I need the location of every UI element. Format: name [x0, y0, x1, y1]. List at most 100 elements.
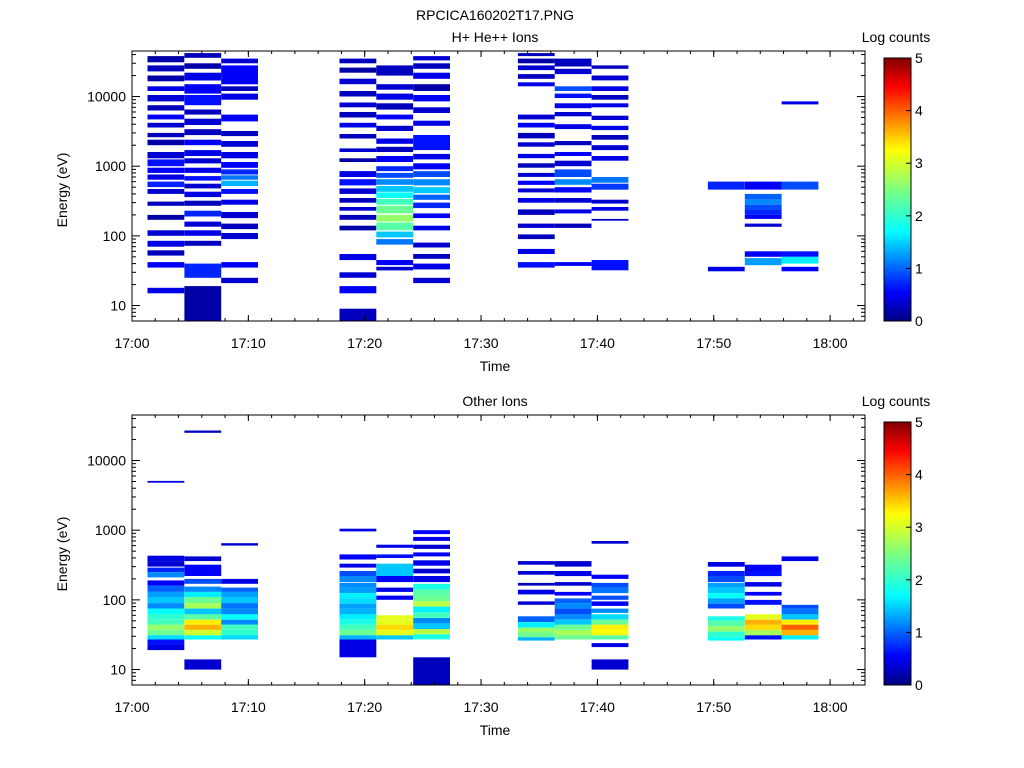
- heatmap-cell: [184, 176, 222, 181]
- heatmap-cell: [707, 582, 745, 588]
- heatmap-cell: [339, 91, 377, 97]
- heatmap-cell: [147, 603, 185, 609]
- heatmap-cell: [413, 530, 450, 535]
- heatmap-cell: [221, 262, 258, 268]
- heatmap-cell: [339, 102, 377, 108]
- heatmap-cell: [376, 125, 414, 131]
- heatmap-cell: [707, 576, 745, 583]
- heatmap-cell: [147, 630, 185, 636]
- heatmap-cell: [184, 191, 222, 198]
- heatmap-cell: [376, 554, 414, 558]
- heatmap-cell: [517, 153, 555, 159]
- colorbar-label: Log counts: [862, 29, 931, 45]
- heatmap-cell: [184, 659, 222, 670]
- heatmap-cell: [413, 254, 450, 259]
- y-tick-label: 100: [103, 592, 127, 608]
- heatmap-cell: [413, 263, 450, 270]
- heatmap-cell: [744, 564, 782, 571]
- heatmap-cell: [221, 86, 258, 91]
- heatmap-cell: [517, 571, 555, 575]
- colorbar-gradient: [883, 57, 912, 322]
- colorbar-tick-label: 3: [915, 519, 923, 535]
- heatmap-cell: [184, 221, 222, 227]
- heatmap-cell: [554, 582, 592, 586]
- heatmap-cell: [781, 604, 819, 609]
- heatmap-cell: [554, 68, 592, 75]
- heatmap-cell: [591, 135, 629, 140]
- y-tick-label: 10: [110, 662, 126, 678]
- x-tick-label: 17:30: [464, 335, 499, 351]
- heatmap-cell: [376, 587, 414, 592]
- heatmap-cell: [591, 156, 629, 161]
- heatmap-cell: [339, 587, 377, 594]
- heatmap-cell: [781, 266, 819, 272]
- heatmap-cell: [413, 568, 450, 574]
- heatmap-cell: [221, 587, 258, 592]
- heatmap-cell: [376, 186, 414, 192]
- heatmap-cell: [184, 635, 222, 640]
- figure-title: RPCICA160202T17.PNG: [416, 7, 574, 23]
- heatmap-cell: [147, 644, 185, 651]
- heatmap-cell: [184, 200, 222, 206]
- heatmap-cell: [147, 287, 185, 294]
- heatmap-cell: [413, 589, 450, 596]
- heatmap-cell: [376, 624, 414, 630]
- heatmap-cell: [517, 632, 555, 638]
- heatmap-cell: [554, 124, 592, 130]
- colorbar-tick-label: 5: [915, 414, 923, 430]
- heatmap-cell: [376, 65, 414, 76]
- heatmap-cell: [184, 240, 222, 246]
- heatmap-cell: [554, 160, 592, 167]
- other-ions-panel: Other Ions Log counts Time Energy (eV) 1…: [54, 393, 930, 738]
- heatmap-cell: [413, 560, 450, 566]
- heatmap-cell: [339, 272, 377, 278]
- heatmap-cell: [744, 193, 782, 200]
- heatmap-cell: [339, 639, 377, 658]
- heatmap-cell: [591, 125, 629, 131]
- heatmap-cell: [554, 591, 592, 596]
- heatmap-cell: [376, 266, 414, 271]
- x-tick-label: 18:00: [813, 335, 848, 351]
- heatmap-cell: [147, 624, 185, 630]
- heatmap-cell: [221, 162, 258, 168]
- heatmap-cell: [339, 286, 377, 294]
- heatmap-cell: [554, 630, 592, 636]
- heatmap-cell: [707, 181, 745, 190]
- heatmap-cell: [147, 95, 185, 102]
- heatmap-cell: [744, 591, 782, 596]
- heatmap-cell: [517, 262, 555, 268]
- colorbar-tick-label: 0: [915, 677, 923, 693]
- heatmap-cell: [554, 141, 592, 146]
- heatmap-cell: [781, 181, 819, 190]
- heatmap-cell: [591, 595, 629, 600]
- heatmap-cell: [413, 601, 450, 607]
- heatmap-cell: [339, 67, 377, 73]
- heatmap-cell: [147, 56, 185, 63]
- heatmap-cell: [781, 635, 819, 640]
- heatmap-cell: [339, 198, 377, 203]
- heatmap-cell: [554, 86, 592, 91]
- heatmap-cell: [339, 608, 377, 615]
- heatmap-cell: [339, 148, 377, 152]
- heatmap-cell: [147, 572, 185, 578]
- heatmap-cell: [517, 53, 555, 57]
- y-tick-label: 1000: [95, 158, 126, 174]
- heatmap-cell: [376, 84, 414, 90]
- heatmap-cell: [339, 308, 377, 321]
- y-tick-label: 1000: [95, 522, 126, 538]
- heatmap-cell: [221, 597, 258, 604]
- heatmap-cell: [413, 163, 450, 170]
- heatmap-cell: [744, 223, 782, 227]
- x-tick-label: 17:40: [580, 699, 615, 715]
- heatmap-cell: [221, 152, 258, 159]
- heatmap-cell: [184, 63, 222, 69]
- heatmap-cell: [221, 58, 258, 64]
- heatmap-cell: [517, 248, 555, 254]
- heatmap-cell: [147, 230, 185, 236]
- heatmap-cell: [147, 262, 185, 268]
- heatmap-cell: [221, 591, 258, 597]
- heatmap-cell: [413, 657, 450, 685]
- heatmap-cell: [413, 202, 450, 209]
- heatmap-cell: [339, 619, 377, 625]
